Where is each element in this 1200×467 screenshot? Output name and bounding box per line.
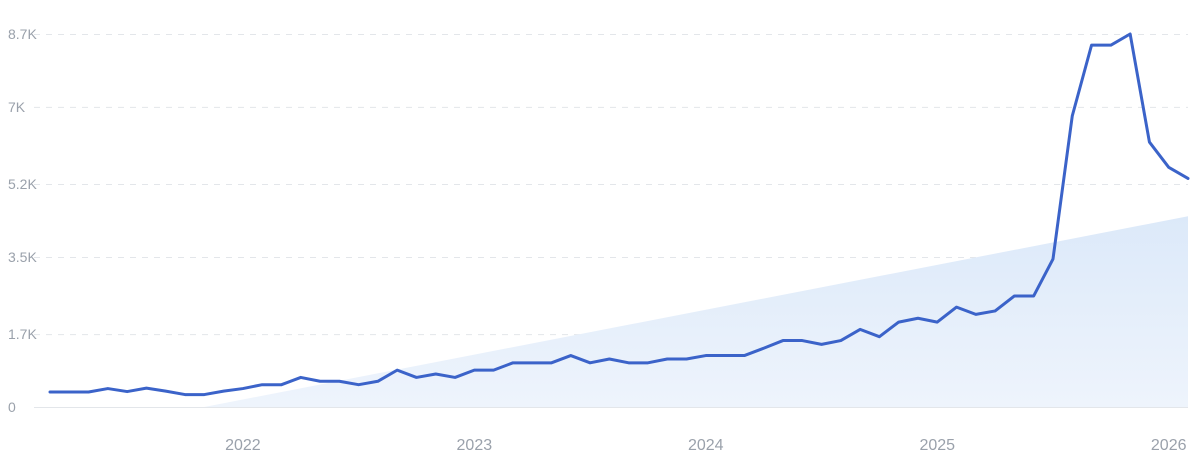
y-axis: 0 1.7K 3.5K 5.2K 7K 8.7K: [8, 26, 37, 415]
x-axis: 2022 2023 2024 2025 2026: [225, 437, 1187, 454]
y-tick-label: 1.7K: [8, 326, 37, 342]
series-layer: [48, 32, 1190, 397]
series-line: [48, 32, 1190, 397]
trend-area: [204, 216, 1189, 407]
x-tick-label: 2026: [1151, 437, 1187, 454]
x-tick-label: 2022: [225, 437, 261, 454]
y-tick-label: 3.5K: [8, 249, 37, 265]
x-tick-label: 2023: [457, 437, 493, 454]
y-tick-label: 5.2K: [8, 176, 37, 192]
trend-layer: [204, 216, 1189, 407]
y-tick-label: 8.7K: [8, 26, 37, 42]
y-tick-label: 0: [8, 399, 16, 415]
grid-layer: [34, 34, 1188, 408]
x-tick-label: 2024: [688, 437, 724, 454]
x-tick-label: 2025: [919, 437, 955, 454]
y-tick-label: 7K: [8, 99, 26, 115]
